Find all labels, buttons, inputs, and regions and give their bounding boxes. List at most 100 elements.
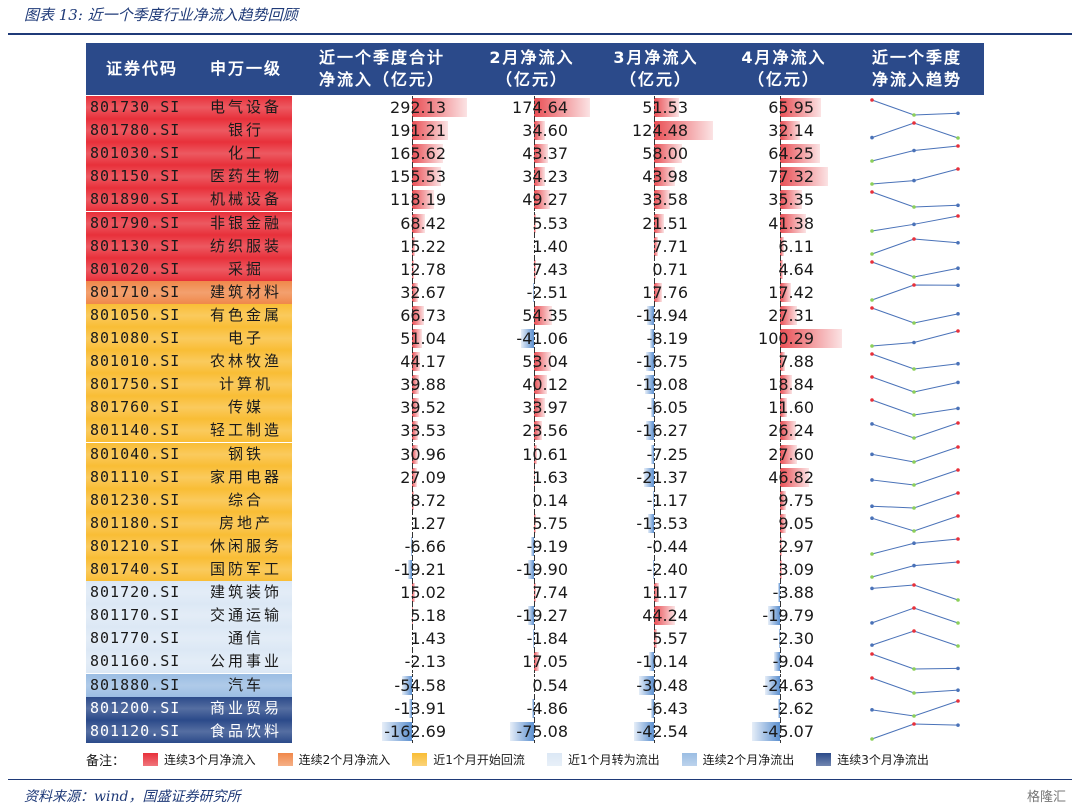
- apr-value: 27.31: [768, 305, 814, 325]
- trend-point: [912, 436, 916, 441]
- data-bar: [780, 305, 797, 325]
- trend-sparkline: [870, 537, 960, 556]
- security-code: 801170.SI: [90, 606, 181, 625]
- security-code: 801040.SI: [90, 444, 181, 463]
- quarter-value: 15.02: [400, 583, 446, 603]
- trend-point: [956, 490, 960, 495]
- trend-point: [956, 687, 960, 692]
- apr-value-cell: 4.64: [718, 257, 850, 281]
- quarter-value: 118.19: [390, 190, 446, 210]
- bar-axis: [654, 165, 655, 189]
- industry-name: 化工: [227, 144, 264, 163]
- apr-value-cell: 77.32: [718, 165, 850, 189]
- data-bar: [633, 721, 654, 741]
- apr-value: 35.35: [768, 190, 814, 210]
- security-code: 801080.SI: [90, 329, 181, 347]
- trend-point: [912, 606, 916, 610]
- row-label-cell: 801150.SI 医药生物: [86, 165, 292, 189]
- trend-point: [956, 111, 960, 116]
- bar-axis: [534, 373, 535, 397]
- bar-axis: [412, 442, 413, 466]
- security-code: 801230.SI: [90, 490, 181, 509]
- feb-value-cell: 1.63: [470, 465, 594, 489]
- bar-axis: [780, 96, 781, 119]
- trend-point: [870, 182, 874, 187]
- apr-value-cell: -24.63: [718, 673, 850, 697]
- bar-axis: [654, 719, 655, 743]
- bar-axis: [534, 119, 535, 143]
- security-code: 801210.SI: [90, 536, 181, 555]
- row-label-cell: 801120.SI 食品饮料: [86, 719, 292, 743]
- apr-value: -24.63: [762, 675, 814, 695]
- title-rule: [8, 33, 1072, 35]
- quarter-value-cell: 118.19: [294, 188, 470, 212]
- data-bar: [534, 190, 550, 210]
- header-feb-line1: 2月净流入: [489, 48, 575, 67]
- mar-value: 51.53: [642, 98, 688, 117]
- bar-axis: [534, 165, 535, 189]
- trend-sparkline: [870, 421, 960, 441]
- table-row: 801160.SI 公用事业 -2.13 17.05 -10.14 -9.04: [86, 650, 986, 674]
- data-bar: [412, 236, 415, 256]
- data-bar: [412, 583, 415, 603]
- feb-value-cell: 0.14: [470, 488, 594, 512]
- quarter-value: -54.58: [394, 675, 446, 695]
- mar-value-cell: -16.27: [594, 419, 718, 443]
- bar-axis: [780, 257, 781, 281]
- table-row: 801030.SI 化工 165.62 43.37 58.00 64.25: [86, 142, 986, 166]
- mar-value-cell: 17.76: [594, 280, 718, 304]
- legend-swatch: [546, 752, 562, 766]
- apr-value: 27.60: [768, 444, 814, 464]
- bar-axis: [412, 257, 413, 281]
- trend-point: [956, 467, 960, 472]
- feb-value: -4.86: [526, 698, 568, 718]
- bar-axis: [534, 142, 535, 166]
- data-bar: [412, 259, 415, 279]
- table-row: 801020.SI 采掘 12.78 7.43 0.71 4.64: [86, 257, 986, 281]
- trend-sparkline: [870, 190, 960, 210]
- mar-value: -0.44: [646, 536, 688, 556]
- data-bar: [534, 121, 546, 141]
- data-bar: [651, 398, 654, 418]
- data-bar: [409, 698, 412, 718]
- bar-axis: [654, 119, 655, 143]
- bar-axis: [654, 373, 655, 397]
- trend-line: [871, 723, 959, 740]
- row-label-cell: 801210.SI 休闲服务: [86, 534, 292, 558]
- legend-item: 近1个月转为流出: [546, 751, 660, 768]
- bar-axis: [780, 188, 781, 212]
- trend-line: [871, 653, 959, 670]
- trend-line: [871, 376, 959, 393]
- header-code: 证券代码: [86, 43, 198, 95]
- trend-point: [870, 675, 874, 680]
- bar-axis: [654, 534, 655, 558]
- feb-value: 54.35: [522, 305, 568, 325]
- data-bar: [644, 375, 654, 395]
- quarter-value-cell: 165.62: [294, 142, 470, 166]
- bar-axis: [654, 350, 655, 374]
- feb-value: 43.37: [522, 144, 568, 164]
- trend-line: [871, 145, 959, 162]
- quarter-value: 27.09: [400, 467, 446, 487]
- data-bar: [408, 560, 412, 579]
- trend-point: [870, 452, 874, 456]
- trend-point: [956, 537, 960, 541]
- mar-value: 44.24: [642, 606, 688, 626]
- trend-line: [871, 607, 959, 624]
- table-row: 801730.SI 电气设备 292.13 174.64 51.53 65.95: [86, 96, 986, 119]
- security-code: 801200.SI: [90, 698, 181, 717]
- header-trend-line2: 净流入趋势: [871, 70, 962, 89]
- table-row: 801210.SI 休闲服务 -6.66 -9.19 -0.44 2.97: [86, 534, 986, 558]
- trend-point: [870, 297, 874, 302]
- industry-name: 汽车: [227, 675, 264, 694]
- apr-value: 6.11: [778, 236, 814, 256]
- bar-axis: [654, 673, 655, 697]
- mar-value: 5.57: [652, 629, 688, 649]
- data-bar: [646, 352, 654, 372]
- row-label-cell: 801740.SI 国防军工: [86, 558, 292, 581]
- data-bar: [534, 305, 552, 325]
- apr-value-cell: 7.88: [718, 350, 850, 374]
- quarter-value: 12.78: [400, 259, 446, 279]
- trend-line: [871, 630, 959, 647]
- quarter-value-cell: -6.66: [294, 534, 470, 558]
